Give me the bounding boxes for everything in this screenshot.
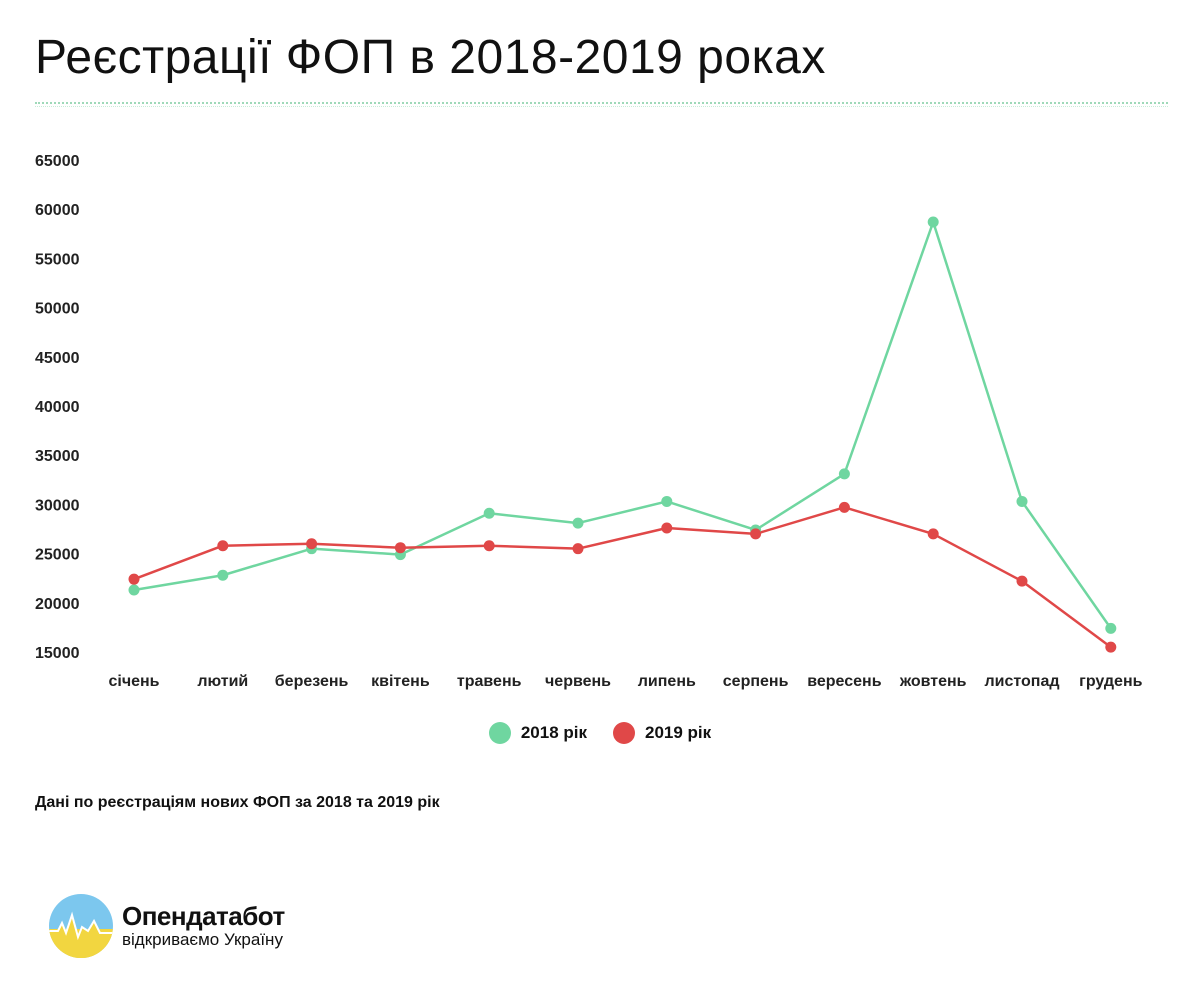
y-tick-label: 25000 bbox=[35, 547, 80, 564]
series-line-2018 bbox=[133, 220, 1112, 630]
series-line-2019 bbox=[133, 506, 1112, 649]
y-tick-label: 40000 bbox=[35, 399, 80, 416]
y-tick-label: 20000 bbox=[35, 596, 80, 613]
data-point-2018[interactable] bbox=[1016, 495, 1028, 507]
title-divider-secondary bbox=[35, 106, 1168, 107]
x-tick-label: березень bbox=[275, 673, 349, 690]
x-tick-label: жовтень bbox=[899, 673, 967, 690]
data-point-2019[interactable] bbox=[394, 542, 406, 554]
legend-swatch-2018 bbox=[488, 722, 511, 744]
brand-name: Опендатабот bbox=[122, 901, 285, 931]
ukraine-globe-icon bbox=[49, 894, 113, 958]
x-tick-label: квітень bbox=[371, 673, 430, 690]
data-point-2018[interactable] bbox=[927, 216, 939, 228]
data-point-2019[interactable] bbox=[572, 543, 584, 555]
legend: 2018 рік 2019 рік bbox=[0, 722, 1200, 744]
line-chart: 15000 20000 25000 30000 35000 40000 45000 50000… bbox=[35, 153, 1143, 690]
data-point-2018[interactable] bbox=[572, 517, 584, 529]
y-tick-label: 55000 bbox=[35, 251, 80, 268]
data-point-2018[interactable] bbox=[838, 468, 850, 480]
legend-label-2018: 2018 рік bbox=[520, 723, 587, 742]
chart-title: Реєстрації ФОП в 2018-2019 роках bbox=[35, 31, 826, 84]
data-point-2019[interactable] bbox=[838, 501, 850, 513]
legend-label-2019: 2019 рік bbox=[645, 723, 712, 742]
y-tick-label: 45000 bbox=[35, 350, 80, 367]
data-point-2019[interactable] bbox=[661, 522, 673, 534]
y-tick-label: 15000 bbox=[35, 645, 80, 662]
data-point-2019[interactable] bbox=[927, 528, 939, 540]
y-tick-label: 60000 bbox=[35, 202, 80, 219]
legend-item-2018: 2018 рік bbox=[488, 722, 587, 744]
title-divider bbox=[35, 102, 1168, 104]
y-tick-label: 30000 bbox=[35, 497, 80, 514]
x-tick-label: січень bbox=[108, 673, 159, 690]
data-point-2018[interactable] bbox=[483, 507, 495, 519]
data-point-2019[interactable] bbox=[1016, 575, 1028, 587]
x-tick-label: вересень bbox=[807, 673, 881, 690]
x-tick-label: листопад bbox=[984, 673, 1059, 690]
x-tick-label: серпень bbox=[723, 673, 789, 690]
data-point-2018[interactable] bbox=[1105, 622, 1117, 634]
legend-item-2019: 2019 рік bbox=[613, 722, 711, 744]
x-tick-label: травень bbox=[457, 673, 522, 690]
x-tick-label: червень bbox=[545, 673, 611, 690]
y-tick-label: 35000 bbox=[35, 448, 80, 465]
data-point-2019[interactable] bbox=[306, 538, 318, 550]
data-point-2019[interactable] bbox=[750, 528, 762, 540]
data-point-2019[interactable] bbox=[1105, 641, 1117, 653]
brand-logo: Опендатабот відкриваємо Україну bbox=[48, 893, 285, 959]
data-point-2019[interactable] bbox=[217, 540, 229, 552]
data-point-2018[interactable] bbox=[128, 584, 140, 596]
x-tick-label: лютий bbox=[197, 673, 248, 690]
data-point-2019[interactable] bbox=[128, 573, 140, 585]
y-tick-label: 65000 bbox=[35, 153, 80, 170]
data-point-2019[interactable] bbox=[483, 540, 495, 552]
legend-swatch-2019 bbox=[613, 722, 635, 744]
y-tick-label: 50000 bbox=[35, 301, 80, 318]
brand-tagline: відкриваємо Україну bbox=[122, 930, 283, 949]
data-note: Дані по реєстраціям нових ФОП за 2018 та… bbox=[35, 794, 440, 811]
x-tick-label: липень bbox=[638, 673, 696, 690]
data-point-2018[interactable] bbox=[661, 495, 673, 507]
brand-text: Опендатабот відкриваємо Україну bbox=[122, 902, 285, 950]
x-tick-label: грудень bbox=[1079, 673, 1142, 690]
data-point-2018[interactable] bbox=[217, 569, 229, 581]
